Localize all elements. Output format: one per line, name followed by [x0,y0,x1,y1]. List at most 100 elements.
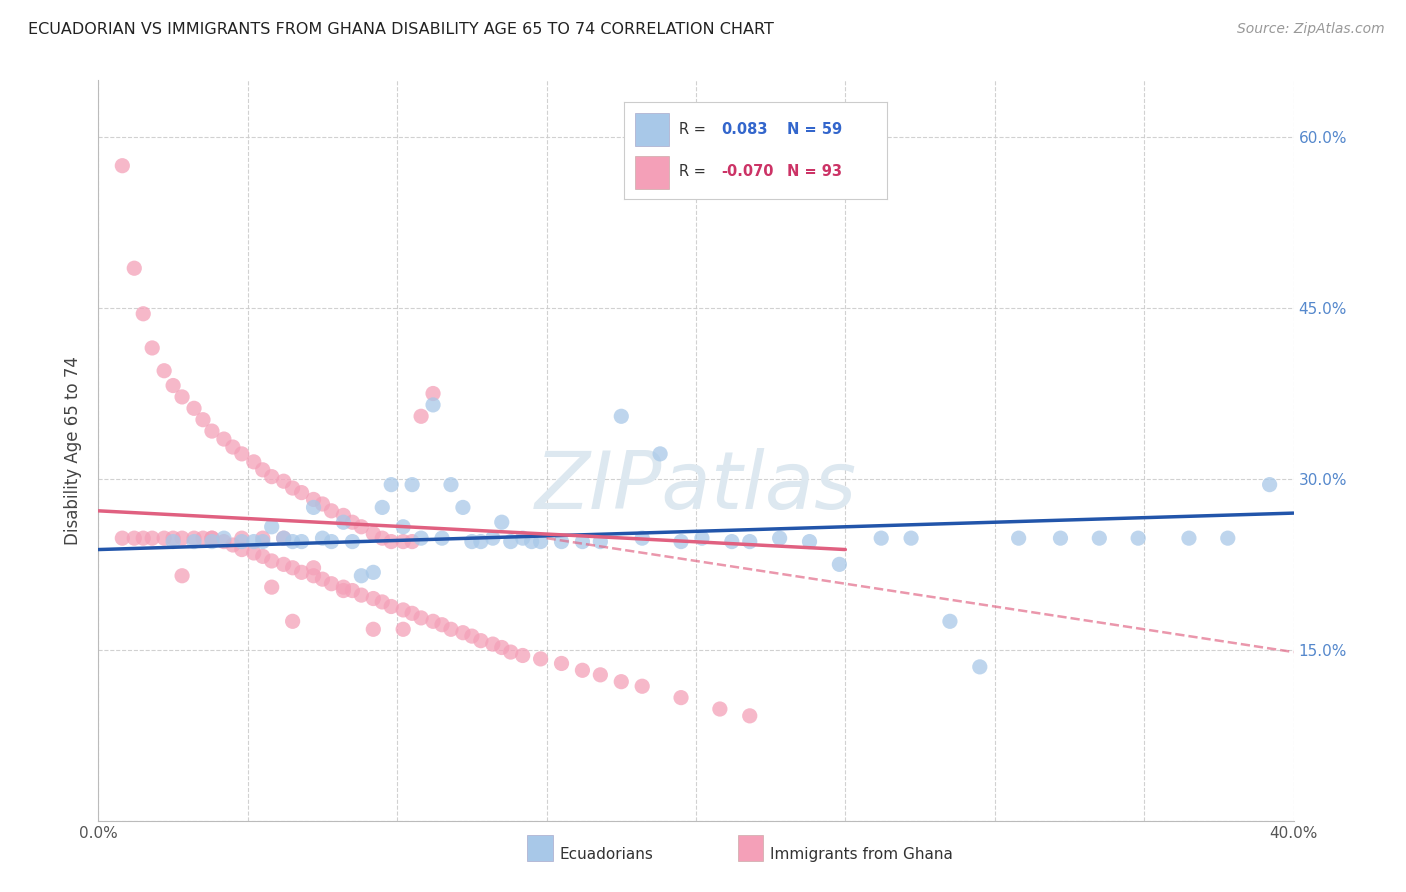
Point [461,629,484,643]
Text: N = 93: N = 93 [787,164,842,179]
Text: N = 59: N = 59 [787,122,842,137]
Point [690,531,713,545]
Point [132,531,155,545]
Point [769,531,792,545]
Point [571,663,593,677]
Point [610,409,633,424]
Point [550,657,572,671]
Point [212,432,235,446]
Point [291,566,314,580]
Point [302,500,325,515]
Point [311,572,333,586]
Point [392,622,415,636]
Point [499,645,522,659]
Point [291,485,314,500]
Point [201,531,224,545]
Point [669,690,692,705]
Point [231,447,253,461]
Point [273,474,295,488]
Point [1049,531,1071,545]
Point [332,515,354,529]
Point [252,549,274,564]
Point [183,534,205,549]
Point [243,455,266,469]
Point [610,674,633,689]
Point [470,534,492,549]
Point [512,531,534,545]
Point [132,307,155,321]
Point [499,534,522,549]
Point [231,534,253,549]
Point [430,617,453,632]
Point [281,534,304,549]
Point [231,542,253,557]
Point [363,622,385,636]
Point [451,625,474,640]
Point [273,531,295,545]
Point [321,504,343,518]
Point [212,531,235,545]
Point [332,583,354,598]
Point [371,531,394,545]
Point [111,531,134,545]
Point [669,534,692,549]
Point [422,398,444,412]
Point [401,607,423,621]
Point [141,531,163,545]
Point [342,515,364,529]
Point [191,413,214,427]
Text: 0.083: 0.083 [721,122,768,137]
Point [111,159,134,173]
Point [252,463,274,477]
Point [124,531,146,545]
Point [243,546,266,560]
Point [260,469,283,483]
Point [411,531,433,545]
Point [260,554,283,568]
Point [650,447,672,461]
Point [212,534,235,549]
Point [401,477,423,491]
Point [243,534,266,549]
Point [482,637,505,651]
Point [302,561,325,575]
Text: R =: R = [679,122,706,137]
Point [302,492,325,507]
Point [342,583,364,598]
Point [350,520,373,534]
Point [201,424,224,438]
Point [162,531,184,545]
Point [451,500,474,515]
Point [350,568,373,582]
Point [332,580,354,594]
Point [273,531,295,545]
Point [380,477,402,491]
Point [430,531,453,545]
Point [550,534,572,549]
Point [520,534,543,549]
Point [482,531,505,545]
Point [332,508,354,523]
Point [900,531,922,545]
Point [172,531,194,545]
Point [589,534,612,549]
Point [311,497,333,511]
Point [939,615,962,629]
Text: ZIPatlas: ZIPatlas [534,449,858,526]
Text: Immigrants from Ghana: Immigrants from Ghana [770,847,953,862]
Point [440,477,463,491]
Bar [634,156,669,189]
Point [422,386,444,401]
Point [222,538,245,552]
Point [260,580,283,594]
Point [273,558,295,572]
Point [491,640,513,655]
Point [363,566,385,580]
Bar [634,113,669,145]
Point [183,531,205,545]
Point [252,531,274,545]
Text: Source: ZipAtlas.com: Source: ZipAtlas.com [1237,22,1385,37]
Point [512,648,534,663]
Point [1088,531,1111,545]
Point [470,633,492,648]
